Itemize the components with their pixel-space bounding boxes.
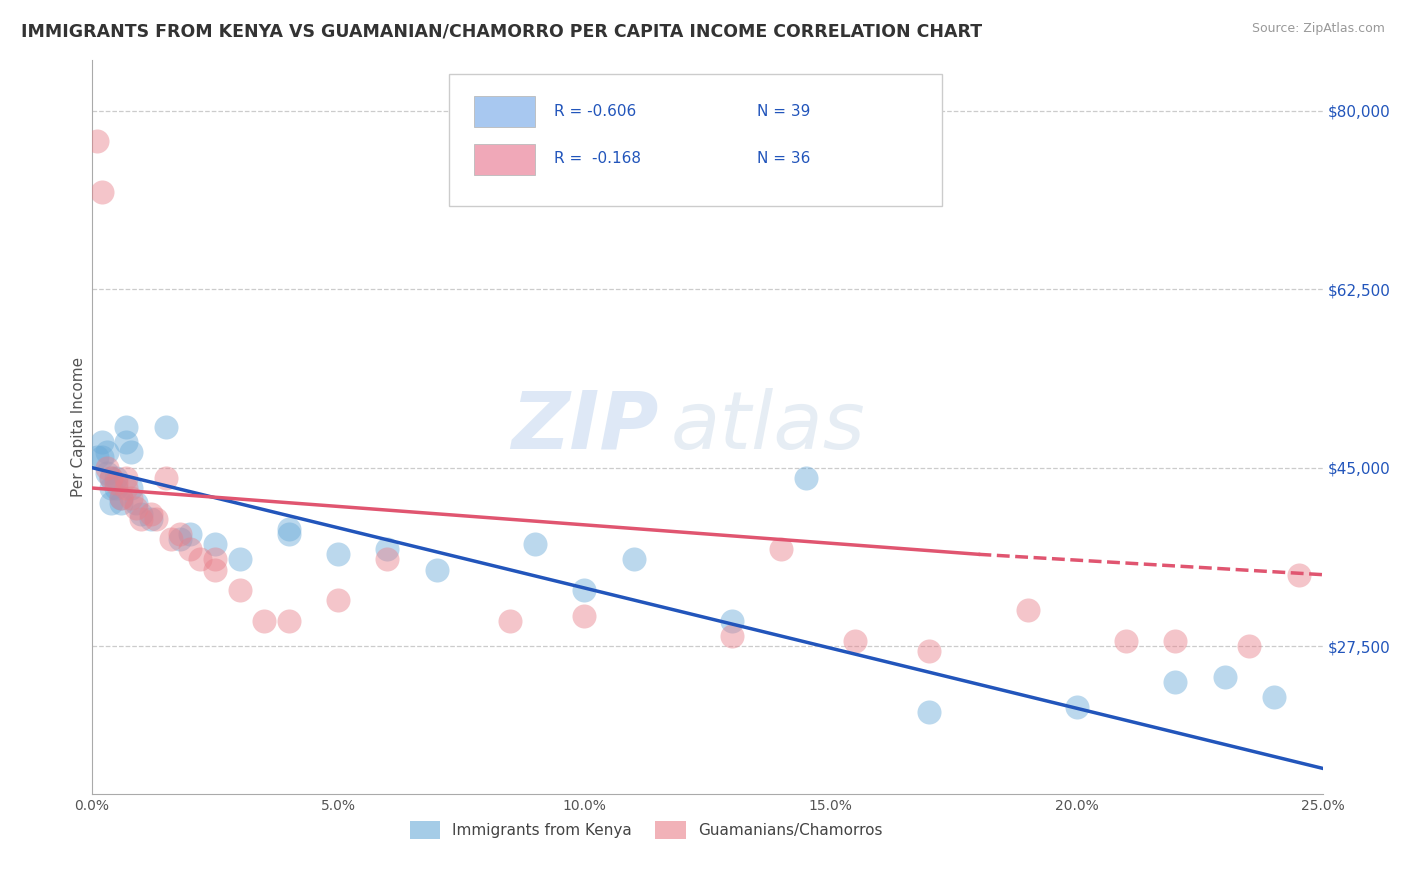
- Point: [100, 471, 122, 485]
- Text: IMMIGRANTS FROM KENYA VS GUAMANIAN/CHAMORRO PER CAPITA INCOME CORRELATION CHART: IMMIGRANTS FROM KENYA VS GUAMANIAN/CHAMO…: [21, 22, 983, 40]
- Point: [1164, 634, 1187, 648]
- Point: [188, 552, 211, 566]
- Point: [115, 419, 138, 434]
- Text: atlas: atlas: [671, 388, 865, 466]
- Point: [179, 527, 201, 541]
- Point: [115, 481, 138, 495]
- Point: [96, 460, 118, 475]
- Point: [90, 185, 112, 199]
- Point: [574, 582, 596, 597]
- Point: [86, 134, 108, 148]
- Point: [100, 471, 122, 485]
- Point: [110, 491, 132, 506]
- Point: [105, 475, 128, 490]
- Point: [115, 471, 138, 485]
- Point: [96, 466, 118, 480]
- Point: [139, 507, 162, 521]
- Point: [721, 614, 744, 628]
- Point: [100, 496, 122, 510]
- Point: [204, 563, 226, 577]
- Point: [1213, 670, 1236, 684]
- Point: [574, 608, 596, 623]
- FancyBboxPatch shape: [474, 96, 536, 128]
- Point: [1164, 674, 1187, 689]
- Point: [120, 445, 142, 459]
- Point: [110, 491, 132, 506]
- Point: [100, 481, 122, 495]
- Point: [139, 511, 162, 525]
- Point: [105, 471, 128, 485]
- Point: [125, 496, 148, 510]
- Point: [499, 614, 522, 628]
- Text: R = -0.606: R = -0.606: [554, 103, 636, 119]
- Text: R =  -0.168: R = -0.168: [554, 152, 641, 166]
- Point: [326, 593, 349, 607]
- Point: [105, 481, 128, 495]
- Point: [721, 629, 744, 643]
- Point: [125, 501, 148, 516]
- Point: [277, 614, 299, 628]
- Point: [86, 450, 108, 465]
- Point: [228, 582, 250, 597]
- Point: [159, 532, 181, 546]
- Text: N = 36: N = 36: [756, 152, 810, 166]
- Point: [1115, 634, 1137, 648]
- Point: [120, 481, 142, 495]
- Point: [96, 445, 118, 459]
- Point: [169, 532, 191, 546]
- Point: [844, 634, 866, 648]
- Point: [1066, 700, 1088, 714]
- Point: [277, 522, 299, 536]
- Point: [145, 511, 167, 525]
- Point: [253, 614, 276, 628]
- Point: [918, 644, 941, 658]
- Point: [1239, 639, 1261, 653]
- Text: ZIP: ZIP: [510, 388, 658, 466]
- Point: [375, 552, 398, 566]
- Point: [204, 552, 226, 566]
- Point: [1288, 567, 1310, 582]
- Point: [120, 491, 142, 506]
- Point: [524, 537, 547, 551]
- Point: [375, 542, 398, 557]
- Point: [794, 471, 817, 485]
- Point: [129, 511, 152, 525]
- Point: [90, 435, 112, 450]
- Point: [326, 547, 349, 561]
- Point: [277, 527, 299, 541]
- Text: N = 39: N = 39: [756, 103, 810, 119]
- Point: [426, 563, 449, 577]
- Point: [115, 435, 138, 450]
- Point: [770, 542, 793, 557]
- Text: Source: ZipAtlas.com: Source: ZipAtlas.com: [1251, 22, 1385, 36]
- Point: [155, 471, 177, 485]
- Legend: Immigrants from Kenya, Guamanians/Chamorros: Immigrants from Kenya, Guamanians/Chamor…: [404, 815, 889, 845]
- Point: [918, 706, 941, 720]
- Y-axis label: Per Capita Income: Per Capita Income: [72, 357, 86, 497]
- Point: [1263, 690, 1285, 705]
- Point: [155, 419, 177, 434]
- Point: [90, 450, 112, 465]
- Point: [179, 542, 201, 557]
- Point: [228, 552, 250, 566]
- Point: [110, 496, 132, 510]
- Point: [129, 507, 152, 521]
- Point: [169, 527, 191, 541]
- Point: [204, 537, 226, 551]
- Point: [623, 552, 645, 566]
- FancyBboxPatch shape: [474, 144, 536, 175]
- FancyBboxPatch shape: [449, 74, 942, 206]
- Point: [1017, 603, 1039, 617]
